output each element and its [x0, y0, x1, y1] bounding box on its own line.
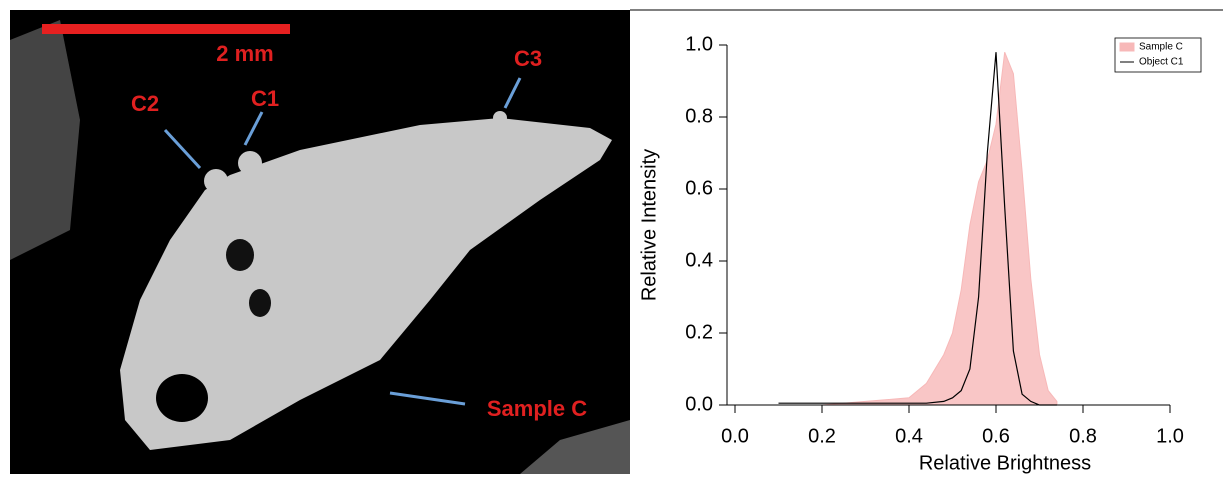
object-label: C2 [131, 91, 159, 116]
y-axis-title: Relative Intensity [638, 149, 660, 301]
edge-artifact [520, 420, 630, 474]
sample-section [120, 118, 612, 450]
edge-artifact [10, 20, 80, 260]
y-tick-label: 0.0 [685, 393, 713, 415]
y-tick-label: 0.8 [685, 105, 713, 127]
object [238, 151, 262, 175]
pore [226, 239, 254, 271]
y-tick-label: 1.0 [685, 33, 713, 55]
x-tick-label: 0.6 [982, 425, 1010, 447]
histogram-chart: Relative Brightness Relative Intensity 0… [630, 9, 1223, 474]
x-axis-title: Relative Brightness [919, 452, 1091, 474]
y-tick-label: 0.4 [685, 249, 713, 271]
arrows [163, 77, 522, 406]
x-tick-label: 0.0 [721, 425, 749, 447]
x-tick-label: 1.0 [1156, 425, 1184, 447]
x-tick-label: 0.8 [1069, 425, 1097, 447]
area [778, 52, 1058, 406]
object [493, 111, 507, 125]
micrograph: 2 mm C2 C1 C3 Sample C [10, 10, 630, 474]
legend-label: Sample C [1139, 42, 1183, 53]
sample-label: Sample C [487, 396, 587, 421]
object-label: C3 [514, 46, 542, 71]
x-tick-label: 0.4 [895, 425, 923, 447]
pore [249, 289, 271, 317]
scale-label: 2 mm [216, 41, 273, 66]
y-tick-label: 0.2 [685, 321, 713, 343]
line [778, 52, 1057, 406]
y-tick-label: 0.6 [685, 177, 713, 199]
legend-label: Object C1 [1139, 57, 1184, 68]
x-tick-label: 0.2 [808, 425, 836, 447]
pore [156, 374, 208, 422]
scale-bar [42, 24, 290, 34]
object-label: C1 [251, 86, 279, 111]
legend-swatch [1119, 42, 1135, 52]
object [204, 169, 228, 193]
